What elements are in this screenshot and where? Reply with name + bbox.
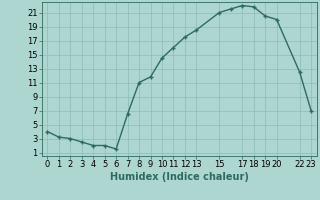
X-axis label: Humidex (Indice chaleur): Humidex (Indice chaleur) (110, 172, 249, 182)
